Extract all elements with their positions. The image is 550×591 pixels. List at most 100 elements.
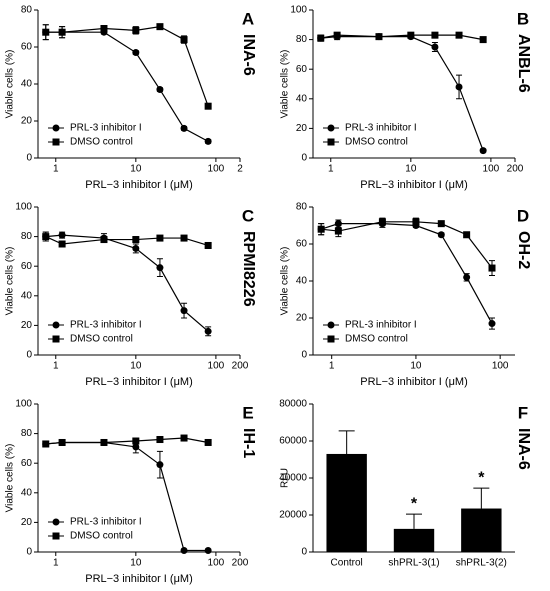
x-tick-label: 100 <box>492 361 509 372</box>
marker <box>437 220 445 228</box>
legend-label: DMSO control <box>70 137 133 148</box>
marker <box>100 236 108 244</box>
y-tick-label: 60000 <box>279 436 307 447</box>
marker <box>317 34 325 42</box>
x-tick-label: 100 <box>208 558 225 569</box>
marker <box>204 241 212 249</box>
marker <box>180 124 188 132</box>
marker <box>317 225 325 233</box>
legend-label: DMSO control <box>345 334 408 345</box>
y-tick-label: 0 <box>26 350 32 361</box>
y-tick-label: 80 <box>296 34 308 45</box>
x-tick-label: 1 <box>329 361 335 372</box>
x-tick-label: 10 <box>405 164 417 175</box>
y-tick-label: 20000 <box>279 510 307 521</box>
y-tick-label: 0 <box>301 153 307 164</box>
marker <box>42 233 50 241</box>
marker <box>204 438 212 446</box>
marker <box>132 236 140 244</box>
marker <box>437 231 445 239</box>
marker <box>180 36 188 44</box>
marker <box>132 244 140 252</box>
panel-letter: A <box>242 9 254 28</box>
y-tick-label: 100 <box>15 202 32 213</box>
legend-label: DMSO control <box>345 137 408 148</box>
marker <box>180 547 188 555</box>
legend-label: PRL-3 inhibitor I <box>345 320 417 331</box>
marker <box>488 264 496 272</box>
marker <box>52 532 60 540</box>
marker <box>100 25 108 32</box>
marker <box>132 437 140 445</box>
marker <box>455 83 463 91</box>
x-axis-label: PRL−3 inhibitor I (μM) <box>85 573 193 585</box>
x-tick-label: 200 <box>232 361 249 372</box>
legend-label: DMSO control <box>70 334 133 345</box>
y-tick-label: 60 <box>21 458 33 469</box>
marker <box>132 49 140 57</box>
panel-letter: F <box>518 403 528 422</box>
y-tick-label: 0 <box>26 547 32 558</box>
panel-letter: E <box>242 403 253 422</box>
legend-label: PRL-3 inhibitor I <box>70 320 142 331</box>
marker <box>407 31 415 39</box>
y-tick-label: 80 <box>296 202 308 213</box>
y-tick-label: 0 <box>26 153 32 164</box>
y-axis-label: Viable cells (%) <box>5 50 16 119</box>
marker <box>52 124 60 132</box>
y-tick-label: 100 <box>290 5 307 16</box>
marker <box>58 240 66 248</box>
y-tick-label: 40000 <box>279 473 307 484</box>
x-tick-label: 10 <box>130 361 142 372</box>
marker <box>156 86 164 94</box>
marker <box>180 434 188 442</box>
panel: 0 20 40 60 80 100 Viable cells (%) C RPMI8226 1 10… <box>5 202 257 388</box>
panel: 0 20 40 60 80 100 Viable cells (%) E IH-1 1 10 100 2… <box>5 399 257 585</box>
panel-letter: B <box>517 9 529 28</box>
marker <box>463 273 471 281</box>
marker <box>156 234 164 242</box>
y-tick-label: 80000 <box>279 399 307 410</box>
marker <box>58 438 66 446</box>
y-tick-label: 80 <box>21 5 33 16</box>
y-tick-label: 40 <box>296 93 308 104</box>
y-tick-label: 80 <box>21 231 33 242</box>
marker <box>204 547 212 555</box>
x-tick-label: 200 <box>232 558 249 569</box>
panel-title: IH-1 <box>240 428 257 458</box>
y-axis-label: Viable cells (%) <box>280 247 291 316</box>
x-tick-label: 1 <box>53 558 59 569</box>
marker <box>52 321 60 329</box>
x-tick-label: 1 <box>328 164 334 175</box>
annotation: * <box>411 495 418 512</box>
marker <box>156 264 164 272</box>
y-tick-label: 60 <box>296 239 308 250</box>
marker <box>378 218 386 226</box>
marker <box>156 436 164 444</box>
legend-label: PRL-3 inhibitor I <box>345 123 417 134</box>
y-axis-label: Viable cells (%) <box>5 444 16 513</box>
x-tick-label: shPRL-3(1) <box>388 558 439 569</box>
panel-title: OH-2 <box>515 231 532 269</box>
marker <box>327 321 335 329</box>
x-tick-label: 100 <box>208 164 225 175</box>
marker <box>58 231 66 239</box>
y-tick-label: 20 <box>21 320 33 331</box>
x-tick-label: Control <box>331 558 363 569</box>
marker <box>180 234 188 242</box>
marker <box>52 138 60 146</box>
marker <box>52 335 60 343</box>
marker <box>52 518 60 526</box>
y-tick-label: 60 <box>21 261 33 272</box>
y-tick-label: 40 <box>21 290 33 301</box>
axes <box>312 207 515 356</box>
y-tick-label: 20 <box>296 313 308 324</box>
x-tick-label: 200 <box>507 164 524 175</box>
y-tick-label: 80 <box>21 428 33 439</box>
bar <box>393 528 435 552</box>
error-bar <box>338 430 355 454</box>
legend-label: PRL-3 inhibitor I <box>70 517 142 528</box>
panel-title: RPMI8226 <box>240 231 257 307</box>
panel-letter: C <box>242 206 254 225</box>
